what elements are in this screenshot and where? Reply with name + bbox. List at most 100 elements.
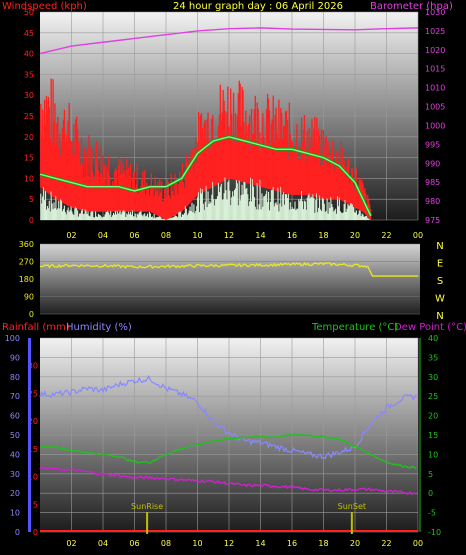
direction-y-tick: 90 <box>24 293 34 302</box>
temperature-line <box>39 433 417 470</box>
wind-x-tick: 10 <box>192 231 202 240</box>
barometer-y-tick: 1015 <box>425 65 445 74</box>
temperature-y-tick: -10 <box>428 528 441 537</box>
dewpoint-line <box>39 465 417 496</box>
temperature-y-tick: 20 <box>428 412 438 421</box>
wind-x-tick: 06 <box>129 231 139 240</box>
barometer-y-tick: 975 <box>425 216 440 225</box>
humidity-axis-label: Humidity (%) <box>66 322 132 333</box>
climate-x-tick: 06 <box>129 539 139 548</box>
wind-y-tick: 15 <box>24 154 34 163</box>
sun-annotation: SunSet <box>338 502 366 511</box>
humidity-y-tick: 50 <box>10 431 20 440</box>
wind-y-tick: 0 <box>29 216 34 225</box>
climate-x-tick: 14 <box>255 539 265 548</box>
temperature-y-tick: 30 <box>428 373 438 382</box>
humidity-y-tick: 100 <box>5 334 20 343</box>
dewpoint-axis-label: Dew Point (°C) <box>394 322 466 333</box>
direction-y-tick: 180 <box>19 275 34 284</box>
climate-x-tick: 16 <box>287 539 297 548</box>
humidity-line <box>39 374 417 460</box>
humidity-y-tick: 20 <box>10 489 20 498</box>
direction-y-tick: 0 <box>29 310 34 319</box>
temperature-y-tick: 35 <box>428 353 438 362</box>
humidity-y-tick: 90 <box>10 353 20 362</box>
climate-x-tick: 20 <box>350 539 360 548</box>
wind-x-tick: 18 <box>318 231 328 240</box>
climate-x-tick: 22 <box>381 539 391 548</box>
barometer-y-tick: 1025 <box>425 27 445 36</box>
climate-x-tick: 04 <box>98 539 108 548</box>
wind-x-tick: 14 <box>255 231 265 240</box>
wind-x-tick: 12 <box>224 231 234 240</box>
compass-label: W <box>435 294 445 305</box>
compass-label: N <box>436 311 443 322</box>
humidity-y-tick: 70 <box>10 392 20 401</box>
wind-y-tick: 25 <box>24 112 34 121</box>
barometer-y-tick: 980 <box>425 197 440 206</box>
wind-x-tick: 20 <box>350 231 360 240</box>
barometer-y-tick: 1000 <box>425 121 445 130</box>
rainfall-y-tick: 20 <box>28 417 38 426</box>
wind-y-tick: 40 <box>24 50 34 59</box>
climate-x-tick: 02 <box>66 539 76 548</box>
wind-x-tick: 08 <box>161 231 171 240</box>
temperature-axis-label: Temperature (°C) <box>311 322 398 333</box>
rainfall-y-tick: 5 <box>33 500 38 509</box>
temperature-y-tick: 0 <box>428 489 433 498</box>
wind-y-tick: 5 <box>29 195 34 204</box>
compass-label: N <box>436 241 443 252</box>
wind-x-tick: 22 <box>381 231 391 240</box>
rainfall-axis-label: Rainfall (mm) <box>2 322 70 333</box>
temperature-y-tick: 40 <box>428 334 438 343</box>
wind-axis-label: Windspeed (kph) <box>2 1 87 12</box>
temperature-y-tick: 25 <box>428 392 438 401</box>
wind-y-tick: 45 <box>24 29 34 38</box>
rainfall-y-tick: 25 <box>28 389 38 398</box>
wind-y-tick: 30 <box>24 91 34 100</box>
direction-y-tick: 270 <box>19 258 34 267</box>
temperature-y-tick: 5 <box>428 470 433 479</box>
humidity-y-tick: 40 <box>10 450 20 459</box>
barometer-y-tick: 1010 <box>425 84 445 93</box>
barometer-y-tick: 990 <box>425 159 440 168</box>
humidity-y-tick: 10 <box>10 509 20 518</box>
average-wind-line <box>39 136 372 217</box>
barometer-y-tick: 995 <box>425 140 440 149</box>
rainfall-y-tick: 30 <box>28 362 38 371</box>
wind-y-tick: 35 <box>24 70 34 79</box>
wind-direction-line <box>39 261 419 277</box>
humidity-y-tick: 0 <box>15 528 20 537</box>
climate-x-tick: 00 <box>413 539 423 548</box>
rainfall-y-tick: 15 <box>28 445 38 454</box>
temperature-y-tick: -5 <box>428 509 436 518</box>
wind-y-tick: 10 <box>24 174 34 183</box>
humidity-y-tick: 30 <box>10 470 20 479</box>
wind-x-tick: 00 <box>413 231 423 240</box>
barometer-y-tick: 1030 <box>425 8 445 17</box>
climate-x-tick: 12 <box>224 539 234 548</box>
compass-label: E <box>437 259 443 270</box>
wind-y-tick: 20 <box>24 133 34 142</box>
wind-x-tick: 02 <box>66 231 76 240</box>
humidity-axis-bar <box>28 338 31 532</box>
sun-annotation: SunRise <box>131 502 163 511</box>
temperature-y-tick: 15 <box>428 431 438 440</box>
climate-x-tick: 18 <box>318 539 328 548</box>
rainfall-y-tick: 0 <box>33 528 38 537</box>
chart-title: 24 hour graph day : 06 April 2026 <box>173 1 343 12</box>
humidity-y-tick: 60 <box>10 412 20 421</box>
wind-x-tick: 16 <box>287 231 297 240</box>
barometer-axis-label: Barometer (hpa) <box>370 1 453 12</box>
rainfall-y-tick: 10 <box>28 473 38 482</box>
direction-y-tick: 360 <box>19 240 34 249</box>
compass-label: S <box>437 276 443 287</box>
barometer-y-tick: 1020 <box>425 46 445 55</box>
wind-y-tick: 50 <box>24 8 34 17</box>
barometer-line <box>39 27 419 55</box>
temperature-y-tick: 10 <box>428 450 438 459</box>
barometer-y-tick: 1005 <box>425 103 445 112</box>
wind-x-tick: 04 <box>98 231 108 240</box>
barometer-y-tick: 985 <box>425 178 440 187</box>
